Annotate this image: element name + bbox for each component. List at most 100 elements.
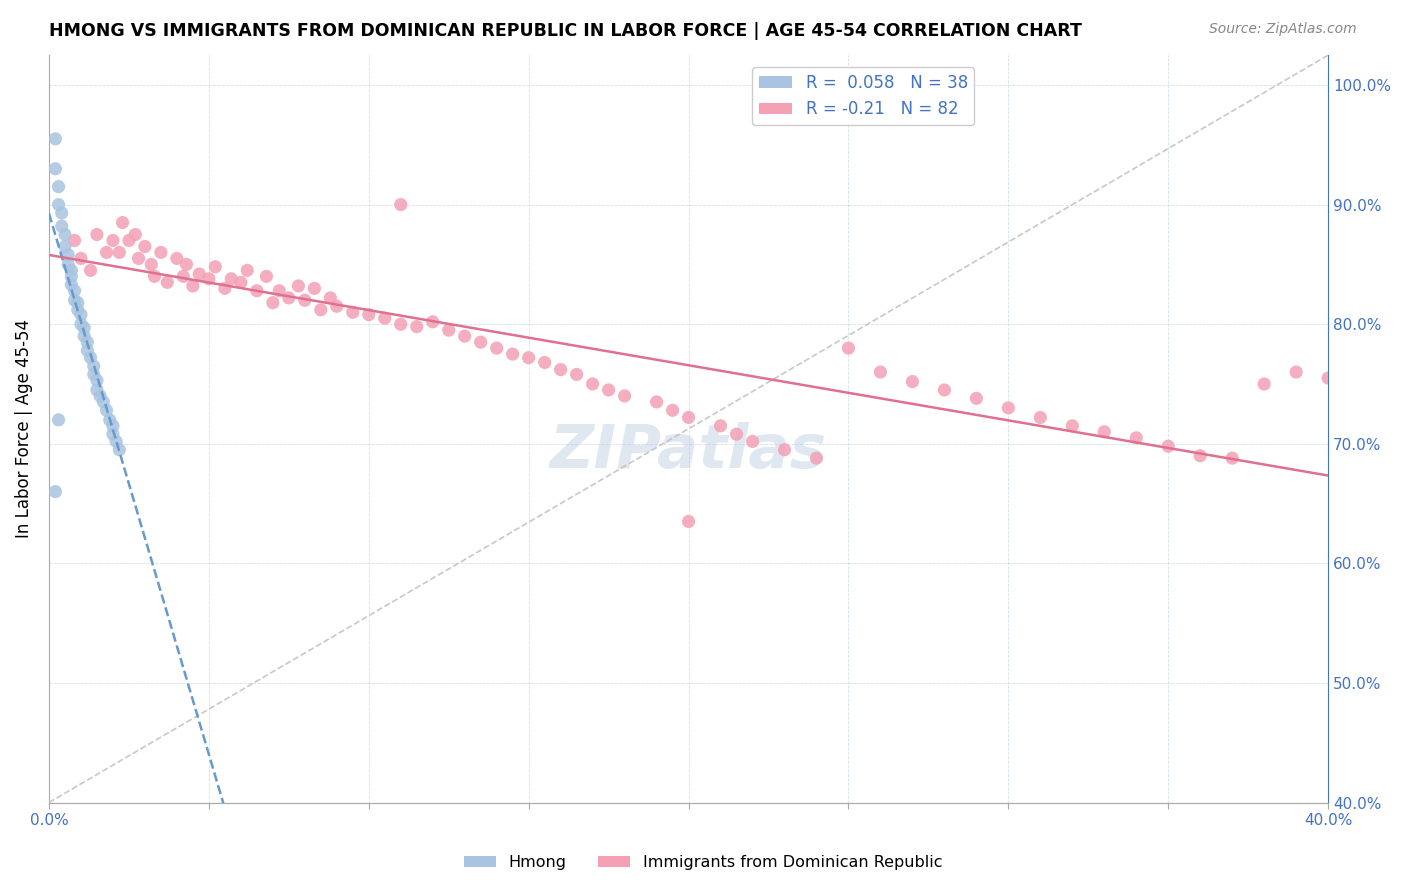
Point (741, 434, 763, 449)
Point (806, 451, 828, 466)
Point (98, 413, 121, 427)
Point (143, 269, 166, 284)
Point (51, 206, 73, 220)
Point (63, 293, 86, 308)
Text: Source: ZipAtlas.com: Source: ZipAtlas.com (1209, 22, 1357, 37)
Point (389, 317, 412, 331)
Point (60, 277, 83, 292)
Point (236, 263, 259, 277)
Point (204, 260, 226, 274)
Point (96, 403, 118, 417)
Point (79, 351, 101, 365)
Point (124, 227, 146, 242)
Point (1062, 418, 1084, 433)
Legend: R =  0.058   N = 38, R = -0.21   N = 82: R = 0.058 N = 38, R = -0.21 N = 82 (752, 67, 974, 125)
Point (108, 442, 131, 457)
Point (44, 161, 66, 176)
Point (581, 376, 603, 391)
Point (287, 279, 309, 293)
Point (389, 197, 412, 211)
Point (66, 302, 89, 317)
Point (661, 403, 683, 417)
Point (1253, 376, 1275, 391)
Point (73, 320, 96, 334)
Point (294, 293, 316, 308)
Point (86, 373, 108, 387)
Point (262, 295, 284, 310)
Point (149, 245, 172, 260)
Point (181, 279, 204, 293)
Point (901, 375, 924, 389)
Point (357, 308, 380, 322)
Point (437, 323, 460, 337)
Point (1092, 425, 1115, 439)
Point (1125, 431, 1147, 445)
Point (502, 347, 524, 361)
Text: ZIPatlas: ZIPatlas (550, 422, 827, 481)
Point (188, 267, 211, 281)
Point (70, 317, 93, 331)
Point (309, 302, 332, 317)
Point (1220, 451, 1243, 466)
Point (422, 315, 444, 329)
Point (550, 362, 572, 376)
Point (214, 281, 236, 295)
Point (254, 269, 277, 284)
Point (470, 335, 492, 350)
Point (86, 383, 108, 397)
Point (48, 197, 70, 211)
Point (613, 389, 636, 403)
Point (79, 263, 101, 277)
Point (76, 335, 98, 350)
Point (1157, 439, 1180, 453)
Point (83, 359, 105, 373)
Point (198, 272, 221, 286)
Point (533, 355, 555, 369)
Point (56, 257, 79, 271)
Point (56, 248, 79, 262)
Point (869, 365, 891, 379)
Point (454, 329, 477, 343)
Point (342, 305, 364, 319)
Point (837, 341, 859, 355)
Point (598, 383, 620, 397)
Point (374, 311, 396, 326)
Point (91, 395, 114, 409)
Point (565, 368, 588, 382)
Legend: Hmong, Immigrants from Dominican Republic: Hmong, Immigrants from Dominican Republi… (457, 849, 949, 877)
Point (645, 395, 668, 409)
Point (229, 276, 252, 290)
Point (60, 263, 83, 277)
Point (678, 515, 700, 529)
Point (51, 219, 73, 234)
Point (277, 291, 299, 305)
Point (517, 351, 540, 365)
Point (118, 234, 141, 248)
Point (70, 308, 93, 322)
Point (176, 257, 198, 271)
Point (709, 418, 731, 433)
Point (53, 239, 76, 253)
Point (326, 299, 349, 313)
Point (128, 252, 150, 266)
Y-axis label: In Labor Force | Age 45-54: In Labor Force | Age 45-54 (15, 319, 32, 539)
Point (53, 227, 76, 242)
Point (70, 252, 93, 266)
Point (83, 368, 105, 382)
Point (101, 427, 124, 442)
Point (172, 269, 194, 284)
Point (725, 427, 748, 442)
Point (934, 383, 956, 397)
Point (48, 179, 70, 194)
Point (141, 257, 163, 271)
Point (1189, 449, 1212, 463)
Point (1029, 410, 1052, 425)
Point (405, 319, 427, 334)
Point (86, 227, 108, 242)
Point (111, 215, 134, 229)
Point (101, 418, 124, 433)
Point (319, 291, 342, 305)
Point (219, 272, 242, 286)
Point (246, 284, 269, 298)
Point (304, 281, 326, 295)
